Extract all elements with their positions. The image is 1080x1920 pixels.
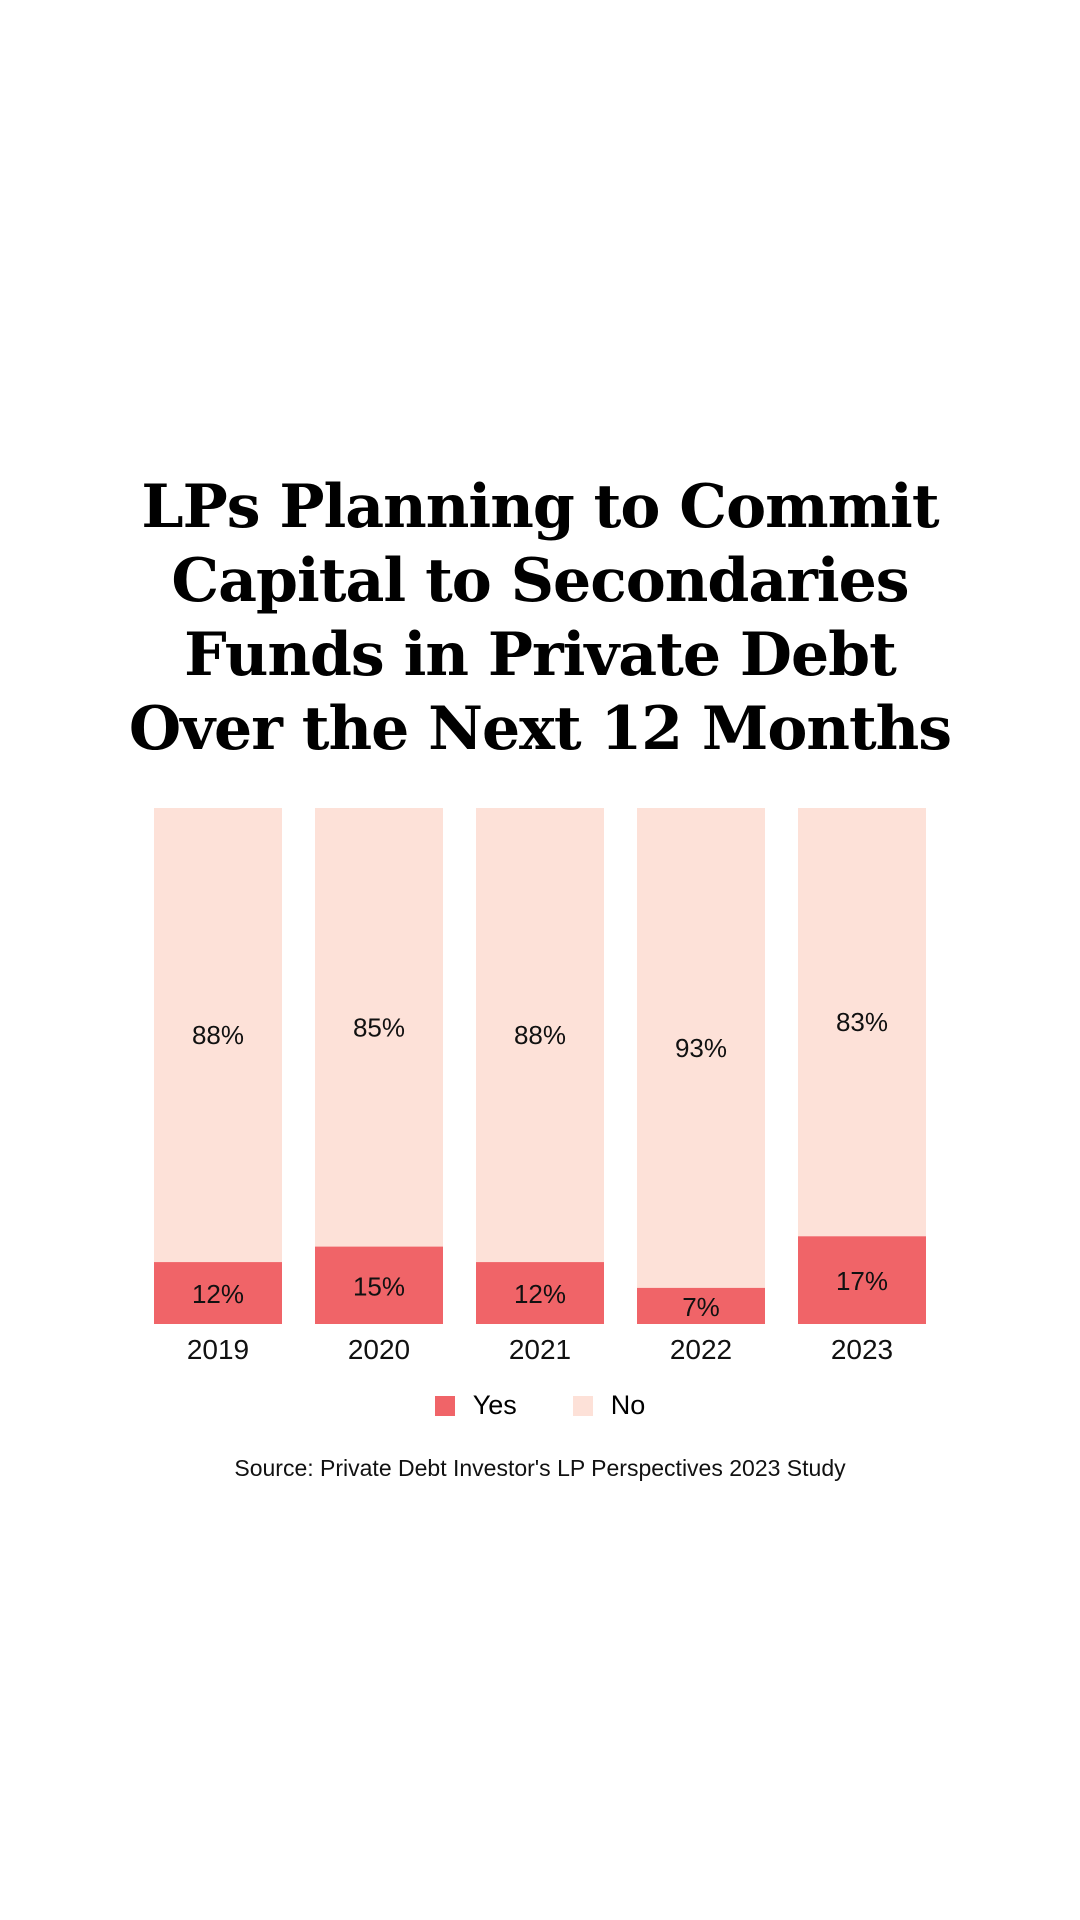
- legend-swatch-yes: [434, 1395, 455, 1416]
- data-label-no: 88%: [514, 1020, 566, 1050]
- bar-segment-yes: [315, 1246, 443, 1324]
- bar-segment-yes: [798, 1236, 926, 1324]
- legend-item-no: No: [572, 1390, 646, 1421]
- x-tick-label: 2019: [187, 1334, 249, 1365]
- x-tick-label: 2023: [831, 1334, 893, 1365]
- bar-segment-no: [476, 808, 604, 1263]
- data-label-yes: 15%: [353, 1271, 405, 1301]
- bar-segment-no: [798, 808, 926, 1237]
- legend-item-yes: Yes: [434, 1390, 517, 1421]
- chart-title-line: LPs Planning to Commit: [141, 472, 939, 542]
- data-label-yes: 17%: [836, 1266, 888, 1296]
- bar-segment-yes: [476, 1262, 604, 1324]
- data-label-yes: 7%: [682, 1292, 720, 1322]
- bar-segment-no: [154, 808, 282, 1263]
- legend-swatch-no: [572, 1395, 593, 1416]
- data-label-no: 83%: [836, 1007, 888, 1037]
- chart-title-line: Over the Next 12 Months: [128, 694, 952, 764]
- chart-title-line: Capital to Secondaries: [171, 546, 909, 616]
- x-tick-label: 2020: [348, 1334, 410, 1365]
- chart-title-line: Funds in Private Debt: [184, 620, 897, 690]
- legend-label-yes: Yes: [472, 1390, 517, 1420]
- bar-segment-no: [637, 808, 765, 1288]
- bar-segment-no: [315, 808, 443, 1247]
- data-label-no: 85%: [353, 1012, 405, 1042]
- chart-title: LPs Planning to Commit Capital to Second…: [0, 470, 1080, 766]
- x-tick-label: 2022: [670, 1334, 732, 1365]
- data-label-yes: 12%: [192, 1279, 244, 1309]
- source-note: Source: Private Debt Investor's LP Persp…: [234, 1455, 846, 1481]
- bar-segment-yes: [637, 1287, 765, 1324]
- legend-label-no: No: [610, 1390, 646, 1420]
- bar-segment-yes: [154, 1262, 282, 1324]
- data-label-no: 88%: [192, 1020, 244, 1050]
- data-label-no: 93%: [675, 1033, 727, 1063]
- data-label-yes: 12%: [514, 1279, 566, 1309]
- chart-legend: Yes No: [0, 1390, 1080, 1421]
- x-tick-label: 2021: [509, 1334, 571, 1365]
